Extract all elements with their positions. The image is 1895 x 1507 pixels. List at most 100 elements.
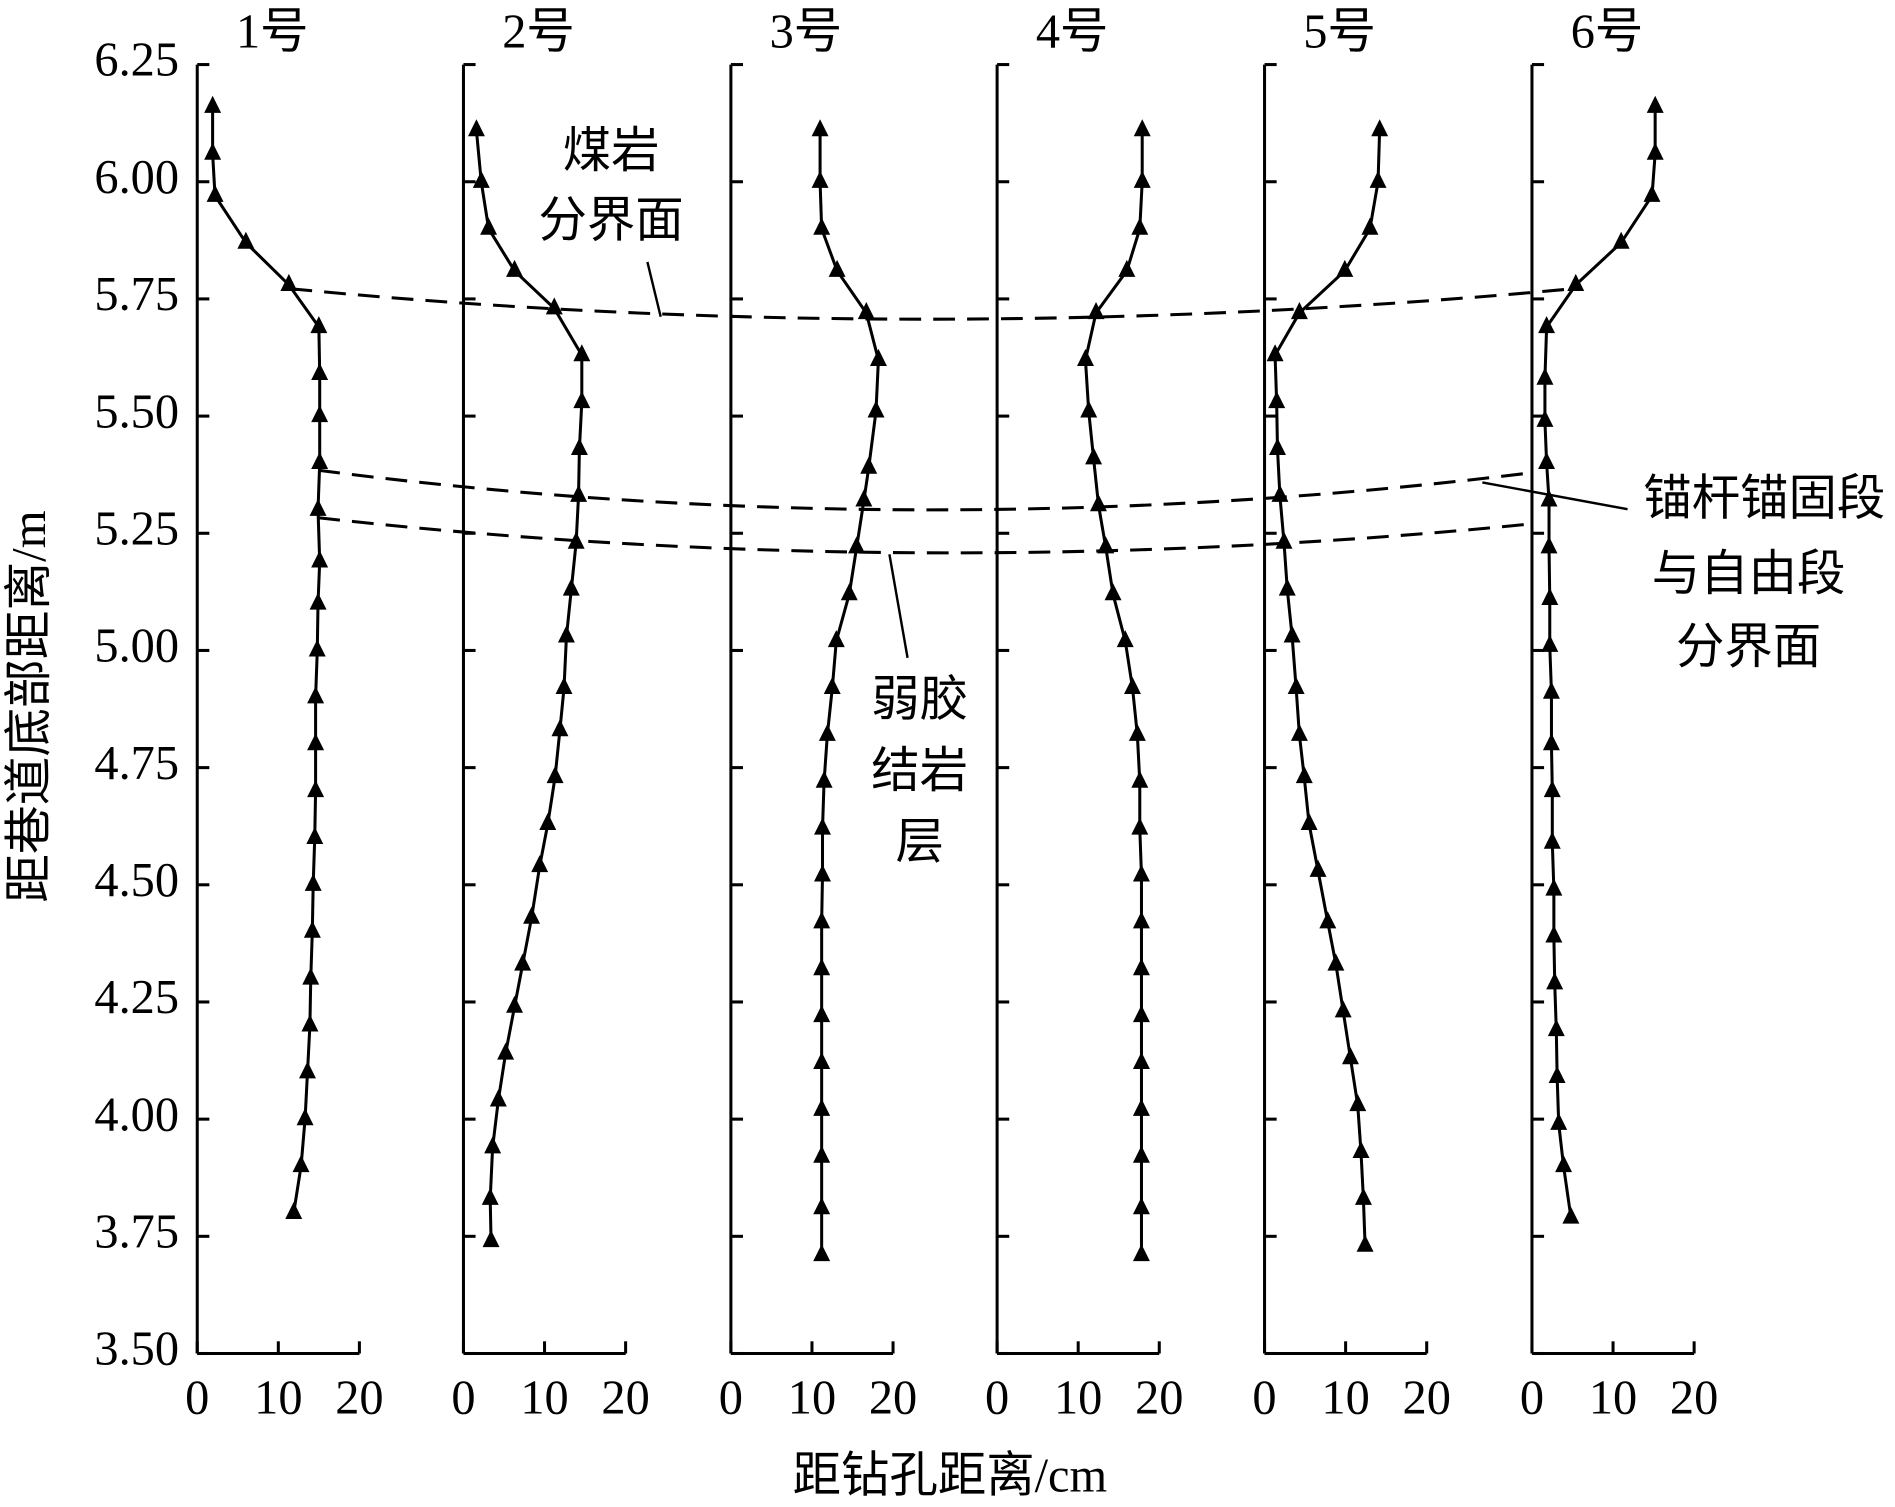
marker (1643, 184, 1661, 202)
y-tick-label: 4.25 (94, 970, 179, 1024)
marker (1342, 1047, 1359, 1065)
marker (1089, 494, 1107, 512)
panel-title: 1号 (236, 5, 309, 59)
marker (1133, 170, 1151, 188)
marker (1268, 391, 1286, 409)
x-tick-label: 20 (1135, 1370, 1183, 1424)
marker (306, 826, 324, 845)
leader-line (646, 261, 662, 318)
marker (1133, 119, 1151, 137)
marker (311, 550, 329, 568)
marker (813, 217, 831, 235)
marker (818, 723, 836, 741)
y-tick-label: 3.75 (94, 1204, 179, 1258)
x-tick-label: 0 (719, 1370, 743, 1424)
marker (860, 456, 878, 474)
marker (827, 630, 845, 648)
marker (823, 676, 841, 695)
marker (292, 1155, 310, 1173)
series-line (211, 106, 322, 1214)
marker (1361, 217, 1379, 235)
marker (857, 302, 875, 320)
marker (1541, 634, 1559, 652)
marker (1132, 864, 1150, 882)
marker (310, 316, 328, 334)
marker (1269, 437, 1286, 455)
marker (237, 231, 255, 249)
x-tick-label: 0 (451, 1370, 475, 1424)
x-tick-label: 0 (1520, 1370, 1544, 1424)
marker (1542, 733, 1560, 751)
marker (555, 676, 573, 695)
marker (1541, 587, 1559, 605)
annotation: 弱胶 (871, 672, 968, 726)
marker (1349, 1094, 1367, 1112)
panel-title: 5号 (1303, 5, 1376, 59)
marker (1132, 1244, 1150, 1262)
marker (1546, 972, 1564, 990)
marker (1128, 723, 1146, 741)
marker (1542, 681, 1560, 699)
marker (1132, 1197, 1150, 1215)
marker (811, 170, 829, 188)
y-tick-label: 5.00 (94, 618, 179, 672)
marker (1278, 578, 1296, 596)
marker (1085, 447, 1103, 465)
y-tick-label: 3.50 (94, 1322, 179, 1376)
marker (1548, 1065, 1566, 1084)
marker (562, 578, 580, 596)
marker (1104, 583, 1122, 601)
marker (813, 1098, 831, 1116)
marker (573, 344, 591, 362)
x-tick-label: 0 (1252, 1370, 1276, 1424)
marker (1080, 400, 1098, 418)
leader-line (888, 554, 909, 659)
y-tick-label: 4.00 (94, 1087, 179, 1141)
annotation: 分界面 (1676, 620, 1821, 674)
marker (1290, 302, 1308, 320)
series-line (1543, 106, 1657, 1218)
marker (1540, 489, 1558, 507)
marker (1550, 1112, 1568, 1130)
x-tick-label: 0 (185, 1370, 209, 1424)
y-axis-label: 距巷道底部距离/m (2, 510, 56, 902)
coal-rock-interface (290, 287, 1574, 321)
marker (1536, 409, 1554, 427)
x-tick-label: 10 (1589, 1370, 1637, 1424)
marker (304, 873, 322, 891)
marker (1543, 831, 1561, 849)
marker (573, 391, 591, 409)
x-tick-label: 20 (869, 1370, 917, 1424)
annotation: 锚杆锚固段 (1643, 471, 1885, 525)
marker (1547, 1019, 1565, 1037)
marker (1287, 676, 1305, 695)
marker (1132, 1005, 1150, 1023)
marker (311, 362, 329, 381)
marker (811, 119, 829, 137)
marker (545, 297, 563, 315)
marker (813, 1197, 831, 1215)
marker (1536, 367, 1554, 385)
marker (1132, 1145, 1150, 1163)
anchor-interface-lower (318, 516, 1533, 555)
marker (280, 273, 298, 291)
x-axis-label: 距钻孔距离/cm (793, 1448, 1107, 1502)
marker (815, 770, 833, 788)
marker (206, 184, 224, 202)
marker (813, 1244, 831, 1262)
marker (307, 780, 325, 798)
annotation: 层 (895, 815, 943, 869)
y-tick-label: 5.75 (94, 267, 179, 321)
marker (1271, 484, 1289, 502)
x-tick-label: 10 (1321, 1370, 1369, 1424)
marker (204, 142, 222, 160)
marker (1077, 348, 1094, 366)
annotation: 煤岩 (563, 124, 660, 178)
marker (1545, 925, 1563, 943)
marker (1612, 231, 1630, 249)
marker (482, 1230, 500, 1248)
marker (557, 625, 575, 643)
y-tick-label: 4.50 (94, 853, 179, 907)
marker (813, 958, 831, 976)
marker (570, 437, 588, 455)
